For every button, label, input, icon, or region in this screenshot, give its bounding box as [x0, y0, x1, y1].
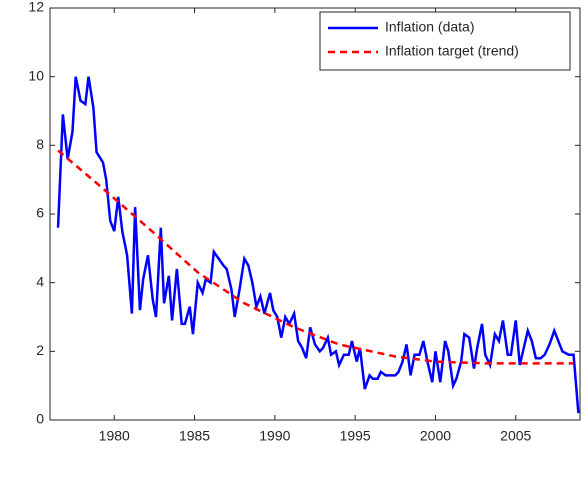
y-tick-label: 12: [28, 0, 44, 15]
legend-box: [319, 11, 571, 71]
y-tick-label: 0: [36, 411, 44, 427]
x-tick-label: 1980: [99, 428, 130, 444]
x-tick-label: 2005: [500, 428, 531, 444]
y-tick-label: 8: [36, 136, 44, 152]
series-line: [56, 76, 580, 414]
legend-label: Inflation target (trend): [385, 43, 519, 59]
y-tick-label: 4: [36, 273, 44, 289]
x-tick-label: 2000: [420, 428, 451, 444]
y-tick-label: 2: [36, 342, 44, 358]
y-tick-label: 6: [36, 205, 44, 221]
y-tick-label: 10: [28, 67, 44, 83]
legend-label: Inflation (data): [385, 19, 475, 35]
x-tick-label: 1985: [179, 428, 210, 444]
x-tick-label: 1995: [340, 428, 371, 444]
x-tick-label: 1990: [259, 428, 290, 444]
